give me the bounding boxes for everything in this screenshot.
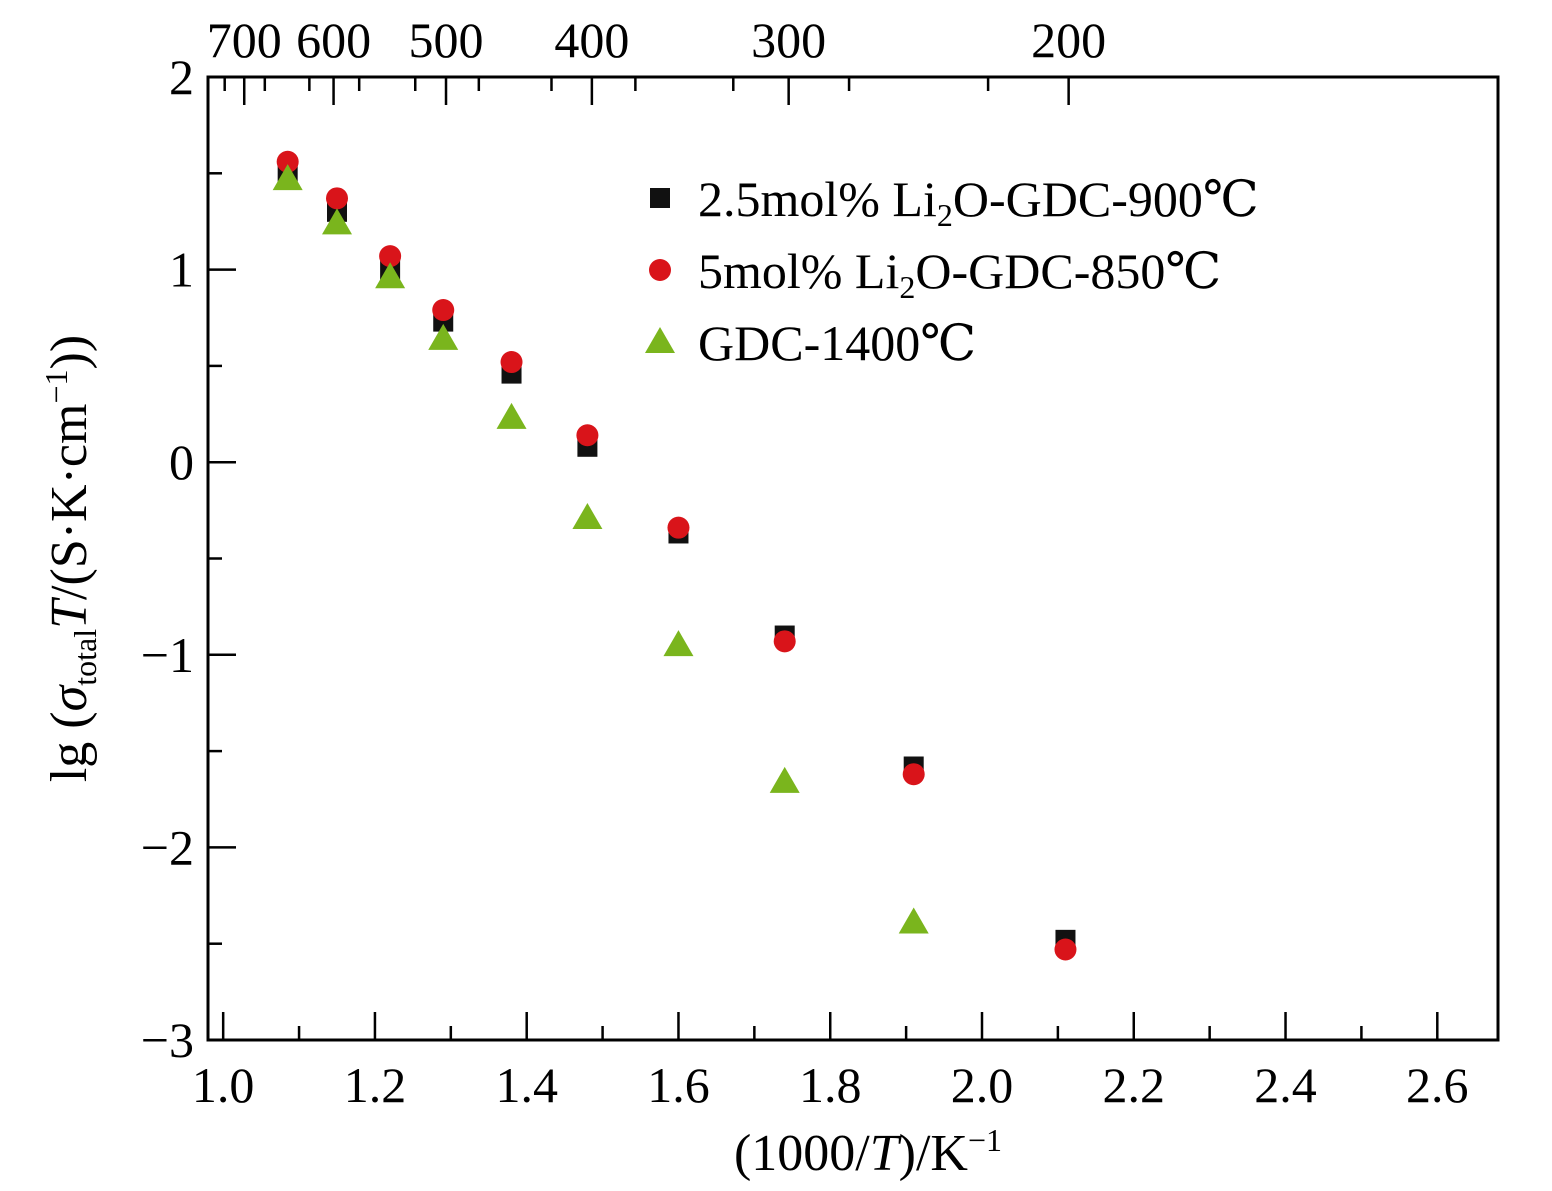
x-tick-label: 1.2	[344, 1057, 407, 1113]
top-tick-label: 200	[1031, 12, 1106, 68]
data-point-series-2	[276, 150, 299, 173]
data-point-series-2	[432, 299, 455, 322]
data-point-series-3	[496, 402, 527, 429]
legend-marker-2	[649, 259, 671, 281]
data-point-series-3	[272, 164, 303, 191]
data-point-series-2	[379, 245, 402, 268]
y-tick-label: 1	[169, 242, 194, 298]
top-tick-label: 500	[409, 12, 484, 68]
x-tick-label: 2.4	[1254, 1057, 1317, 1113]
data-point-series-3	[663, 630, 694, 657]
y-tick-label: −1	[141, 627, 194, 683]
x-tick-label: 2.2	[1103, 1057, 1166, 1113]
y-tick-label: 2	[169, 49, 194, 105]
x-tick-label: 1.8	[799, 1057, 862, 1113]
top-tick-label: 300	[751, 12, 826, 68]
data-point-series-2	[773, 630, 796, 653]
data-point-series-3	[322, 208, 352, 235]
y-tick-label: −3	[141, 1012, 194, 1068]
y-tick-label: −2	[141, 819, 194, 875]
data-point-series-2	[902, 763, 925, 786]
legend-label-1: 2.5mol% Li2O-GDC-900℃	[698, 171, 1259, 233]
data-point-series-3	[769, 766, 800, 793]
x-tick-label: 1.0	[192, 1057, 255, 1113]
top-tick-label: 700	[207, 12, 282, 68]
data-point-series-2	[326, 187, 348, 210]
data-point-series-3	[428, 323, 459, 350]
y-axis-title: lg (σtotalT/(S·K·cm−1))	[38, 335, 103, 782]
x-tick-label: 1.4	[495, 1057, 558, 1113]
top-tick-label: 400	[554, 12, 629, 68]
top-tick-label: 600	[296, 12, 371, 68]
data-point-series-3	[375, 262, 406, 289]
y-tick-label: 0	[169, 434, 194, 490]
data-point-series-2	[500, 351, 523, 374]
legend-label-3: GDC-1400℃	[698, 315, 976, 371]
legend-marker-3	[645, 327, 675, 353]
data-point-series-2	[667, 516, 690, 539]
x-tick-label: 1.6	[647, 1057, 710, 1113]
x-tick-label: 2.6	[1406, 1057, 1469, 1113]
data-point-series-3	[572, 503, 603, 530]
x-axis-title: (1000/T)/K−1	[734, 1122, 1002, 1182]
legend-marker-1	[650, 188, 670, 208]
x-tick-label: 2.0	[951, 1057, 1014, 1113]
data-point-series-2	[576, 424, 599, 447]
data-point-series-2	[1054, 938, 1077, 961]
data-point-series-3	[898, 907, 929, 934]
y-axis-title-group: lg (σtotalT/(S·K·cm−1))	[38, 335, 103, 782]
legend-label-2: 5mol% Li2O-GDC-850℃	[698, 243, 1221, 305]
